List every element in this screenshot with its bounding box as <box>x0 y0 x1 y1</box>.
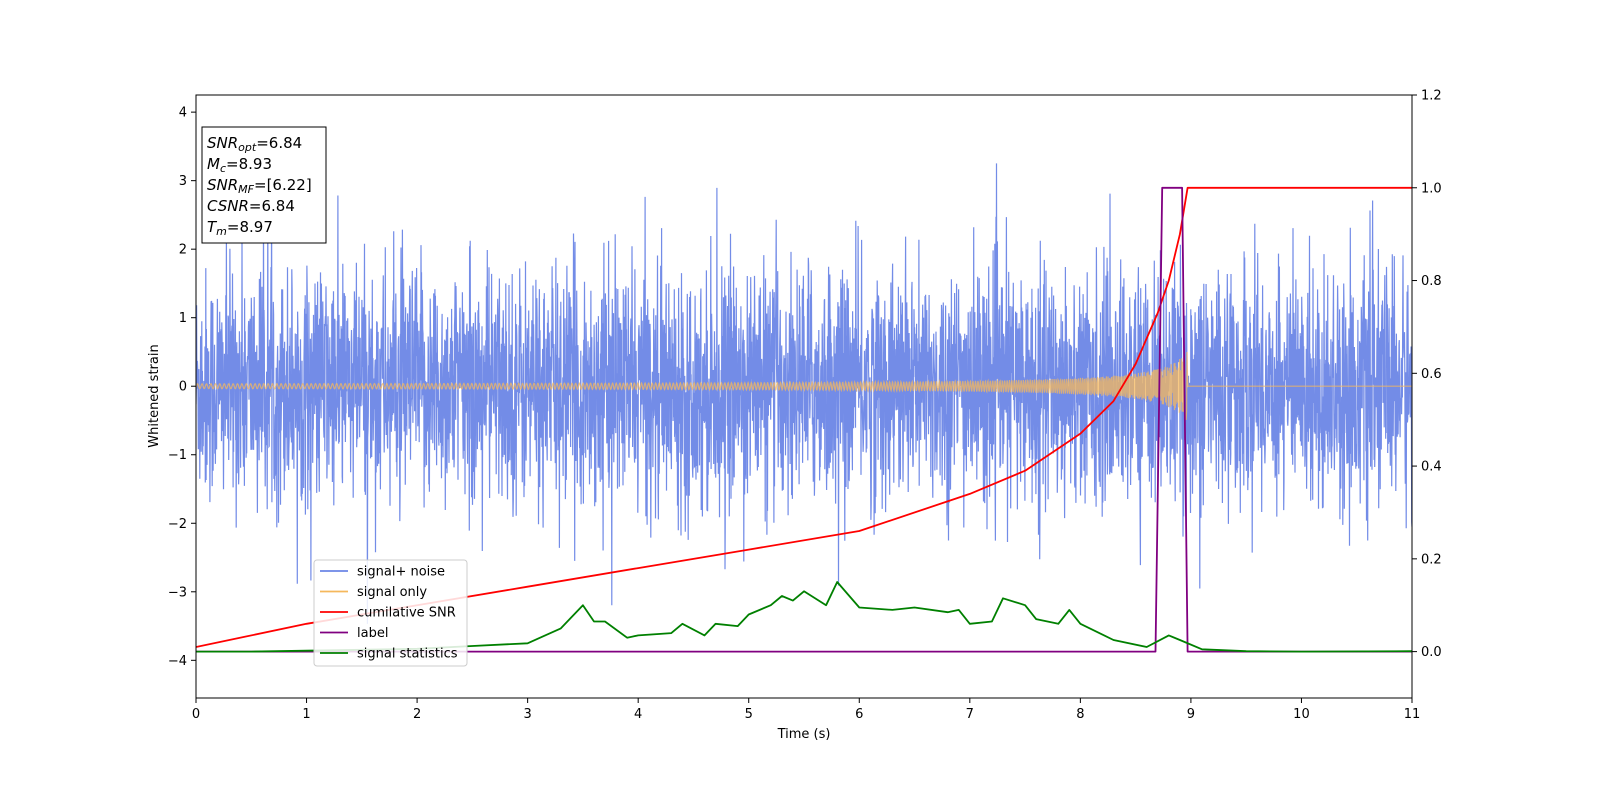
info-box-frame <box>201 126 327 244</box>
legend-label: signal only <box>357 585 427 600</box>
x-axis-label: Time (s) <box>777 727 831 742</box>
x-tick-label: 10 <box>1293 707 1310 722</box>
x-tick-label: 5 <box>745 707 753 722</box>
x-tick-label: 3 <box>523 707 531 722</box>
legend-label: cumilative SNR <box>357 606 456 621</box>
axes-frame <box>195 94 1413 699</box>
x-tick-label: 6 <box>855 707 863 722</box>
x-tick-label: 7 <box>966 707 974 722</box>
y-tick-label: 2 <box>179 243 187 258</box>
series-signal-statistics-line <box>196 581 1412 653</box>
y2-tick-label: 0.6 <box>1421 367 1442 382</box>
plot-area <box>196 163 1412 653</box>
series-label-line <box>196 186 1412 653</box>
y2-tick-label: 0.2 <box>1421 552 1442 567</box>
y-tick-label: −1 <box>168 448 187 463</box>
y2-tick-label: 0.4 <box>1421 460 1442 475</box>
y2-tick-label: 1.0 <box>1421 181 1442 196</box>
x-tick-label: 8 <box>1076 707 1084 722</box>
series-signal-noise-line <box>196 163 1412 624</box>
legend-frame <box>313 559 468 667</box>
y-axis-left: 4 3 2 1 0 −1 −2 −3 −4 <box>168 106 196 669</box>
info-line: SNRopt=6.84 <box>207 134 302 154</box>
y-tick-label: −3 <box>168 585 187 600</box>
x-axis: 0 1 2 3 4 5 6 7 8 9 10 11 <box>192 698 1420 722</box>
y2-tick-label: 1.2 <box>1421 89 1442 104</box>
x-tick-label: 0 <box>192 707 200 722</box>
y-axis-right: 1.2 1.0 0.8 0.6 0.4 0.2 0.0 <box>1412 89 1442 660</box>
y-tick-label: −2 <box>168 517 187 532</box>
info-line: CSNR=6.84 <box>207 197 295 215</box>
y-tick-label: 4 <box>179 106 187 121</box>
y-tick-label: −4 <box>168 654 187 669</box>
y2-tick-label: 0.0 <box>1421 645 1442 660</box>
info-line: Tm=8.97 <box>207 218 273 238</box>
y-tick-label: 1 <box>179 311 187 326</box>
legend-label: signal statistics <box>357 647 458 662</box>
legend: signal+ noise signal only cumilative SNR la… <box>313 559 468 667</box>
x-tick-label: 11 <box>1404 707 1421 722</box>
x-tick-label: 1 <box>302 707 310 722</box>
info-line: SNRMF=[6.22] <box>207 176 312 196</box>
y-axis-label: Whitened strain <box>147 344 162 447</box>
series-signal-only-line <box>196 351 1412 420</box>
legend-label: label <box>357 626 388 641</box>
legend-label: signal+ noise <box>357 565 445 580</box>
y-tick-label: 3 <box>179 174 187 189</box>
series-cumilative-snr-line <box>196 186 1412 648</box>
y2-tick-label: 0.8 <box>1421 274 1442 289</box>
info-line: Mc=8.93 <box>207 155 272 175</box>
x-tick-label: 4 <box>634 707 642 722</box>
x-tick-label: 2 <box>413 707 421 722</box>
x-tick-label: 9 <box>1187 707 1195 722</box>
y-tick-label: 0 <box>179 380 187 395</box>
